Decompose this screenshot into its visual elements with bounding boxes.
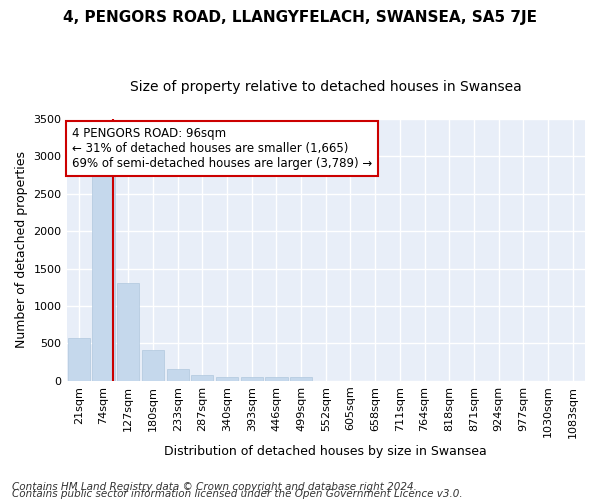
Bar bbox=[241, 376, 263, 381]
Bar bbox=[92, 164, 115, 381]
Bar bbox=[290, 378, 312, 381]
Text: 4 PENGORS ROAD: 96sqm
← 31% of detached houses are smaller (1,665)
69% of semi-d: 4 PENGORS ROAD: 96sqm ← 31% of detached … bbox=[72, 126, 372, 170]
Bar bbox=[216, 376, 238, 381]
Bar bbox=[265, 377, 287, 381]
Text: 4, PENGORS ROAD, LLANGYFELACH, SWANSEA, SA5 7JE: 4, PENGORS ROAD, LLANGYFELACH, SWANSEA, … bbox=[63, 10, 537, 25]
X-axis label: Distribution of detached houses by size in Swansea: Distribution of detached houses by size … bbox=[164, 444, 487, 458]
Title: Size of property relative to detached houses in Swansea: Size of property relative to detached ho… bbox=[130, 80, 521, 94]
Bar bbox=[117, 284, 139, 381]
Bar bbox=[167, 369, 189, 381]
Y-axis label: Number of detached properties: Number of detached properties bbox=[15, 152, 28, 348]
Text: Contains public sector information licensed under the Open Government Licence v3: Contains public sector information licen… bbox=[12, 489, 463, 499]
Bar bbox=[142, 350, 164, 381]
Text: Contains HM Land Registry data © Crown copyright and database right 2024.: Contains HM Land Registry data © Crown c… bbox=[12, 482, 417, 492]
Bar bbox=[191, 375, 214, 381]
Bar bbox=[68, 338, 90, 381]
